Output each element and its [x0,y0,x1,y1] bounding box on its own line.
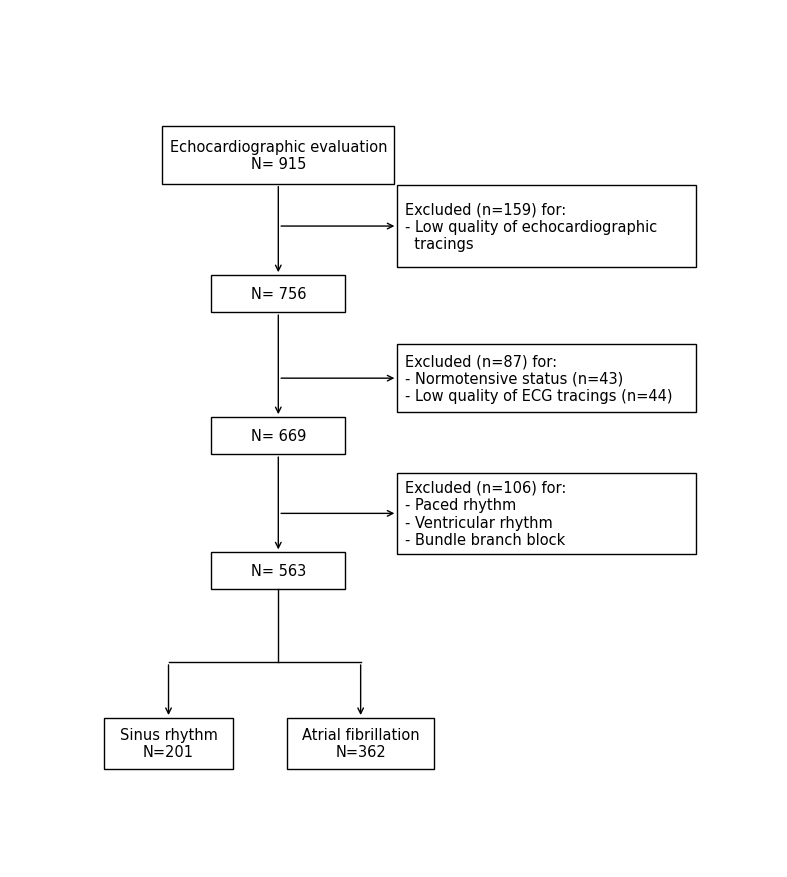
FancyBboxPatch shape [397,186,696,267]
Text: Atrial fibrillation
N=362: Atrial fibrillation N=362 [302,727,419,759]
Text: Echocardiographic evaluation
N= 915: Echocardiographic evaluation N= 915 [169,139,387,172]
Text: N= 756: N= 756 [250,287,306,302]
FancyBboxPatch shape [287,718,434,769]
FancyBboxPatch shape [397,474,696,554]
FancyBboxPatch shape [397,345,696,412]
FancyBboxPatch shape [105,718,233,769]
FancyBboxPatch shape [211,275,345,313]
Text: N= 669: N= 669 [250,429,306,444]
Text: Excluded (n=106) for:
- Paced rhythm
- Ventricular rhythm
- Bundle branch block: Excluded (n=106) for: - Paced rhythm - V… [405,481,566,547]
FancyBboxPatch shape [211,417,345,454]
Text: Excluded (n=159) for:
- Low quality of echocardiographic
  tracings: Excluded (n=159) for: - Low quality of e… [405,202,657,252]
Text: N= 563: N= 563 [251,564,306,579]
Text: Sinus rhythm
N=201: Sinus rhythm N=201 [120,727,217,759]
FancyBboxPatch shape [211,553,345,589]
Text: Excluded (n=87) for:
- Normotensive status (n=43)
- Low quality of ECG tracings : Excluded (n=87) for: - Normotensive stat… [405,353,672,403]
FancyBboxPatch shape [162,127,394,184]
